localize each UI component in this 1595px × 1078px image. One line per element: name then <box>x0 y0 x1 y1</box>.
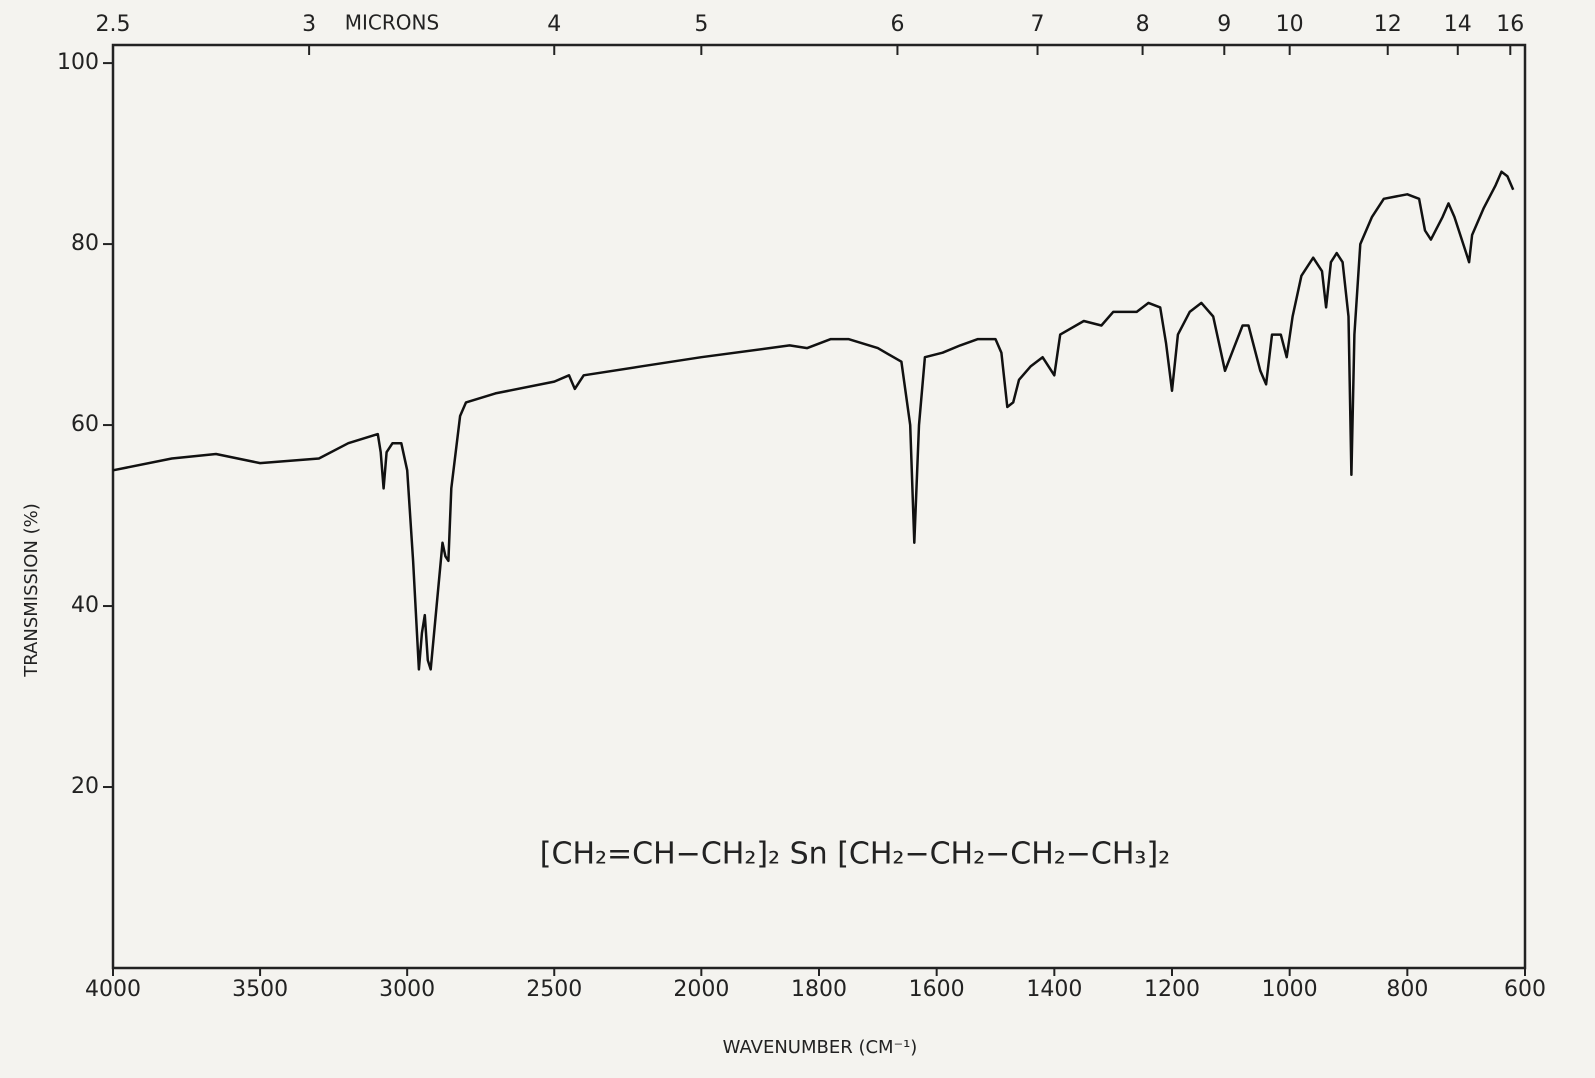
x-tick-label: 4000 <box>85 977 141 1002</box>
x2-axis-label: MICRONS <box>345 11 439 35</box>
x2-tick-label: 2.5 <box>96 12 131 37</box>
x-tick-label: 1000 <box>1262 977 1318 1002</box>
x2-tick-label: 10 <box>1276 12 1304 37</box>
y-tick-label: 60 <box>71 412 99 437</box>
x2-tick-label: 14 <box>1444 12 1472 37</box>
x2-tick-label: 4 <box>547 12 561 37</box>
x-tick-label: 2000 <box>673 977 729 1002</box>
x-tick-label: 2500 <box>526 977 582 1002</box>
spectrum-line <box>112 170 1515 671</box>
y-tick-label: 40 <box>71 593 99 618</box>
x-tick-label: 600 <box>1504 977 1546 1002</box>
x-tick-label: 3500 <box>232 977 288 1002</box>
x2-tick-label: 5 <box>694 12 708 37</box>
x2-tick-label: 8 <box>1136 12 1150 37</box>
y-tick-label: 100 <box>57 50 99 75</box>
x-tick-label: 1800 <box>791 977 847 1002</box>
x-axis-label: WAVENUMBER (CM⁻¹) <box>723 1037 918 1058</box>
x2-tick-label: 3 <box>302 12 316 37</box>
y-tick-label: 20 <box>71 774 99 799</box>
x2-tick-label: 9 <box>1217 12 1231 37</box>
y-tick-label: 80 <box>71 231 99 256</box>
x-tick-label: 3000 <box>379 977 435 1002</box>
y-axis-label: TRANSMISSION (%) <box>21 503 42 677</box>
x2-tick-label: 7 <box>1031 12 1045 37</box>
plot-frame <box>111 43 1527 970</box>
formula: [CH₂=CH−CH₂]₂ Sn [CH₂−CH₂−CH₂−CH₃]₂ <box>540 837 1170 872</box>
x2-tick-label: 12 <box>1374 12 1402 37</box>
x-tick-label: 1200 <box>1144 977 1200 1002</box>
x-tick-label: 800 <box>1386 977 1428 1002</box>
x2-tick-label: 6 <box>890 12 904 37</box>
x2-tick-label: 16 <box>1496 12 1524 37</box>
x-tick-label: 1600 <box>909 977 965 1002</box>
x-tick-label: 1400 <box>1026 977 1082 1002</box>
